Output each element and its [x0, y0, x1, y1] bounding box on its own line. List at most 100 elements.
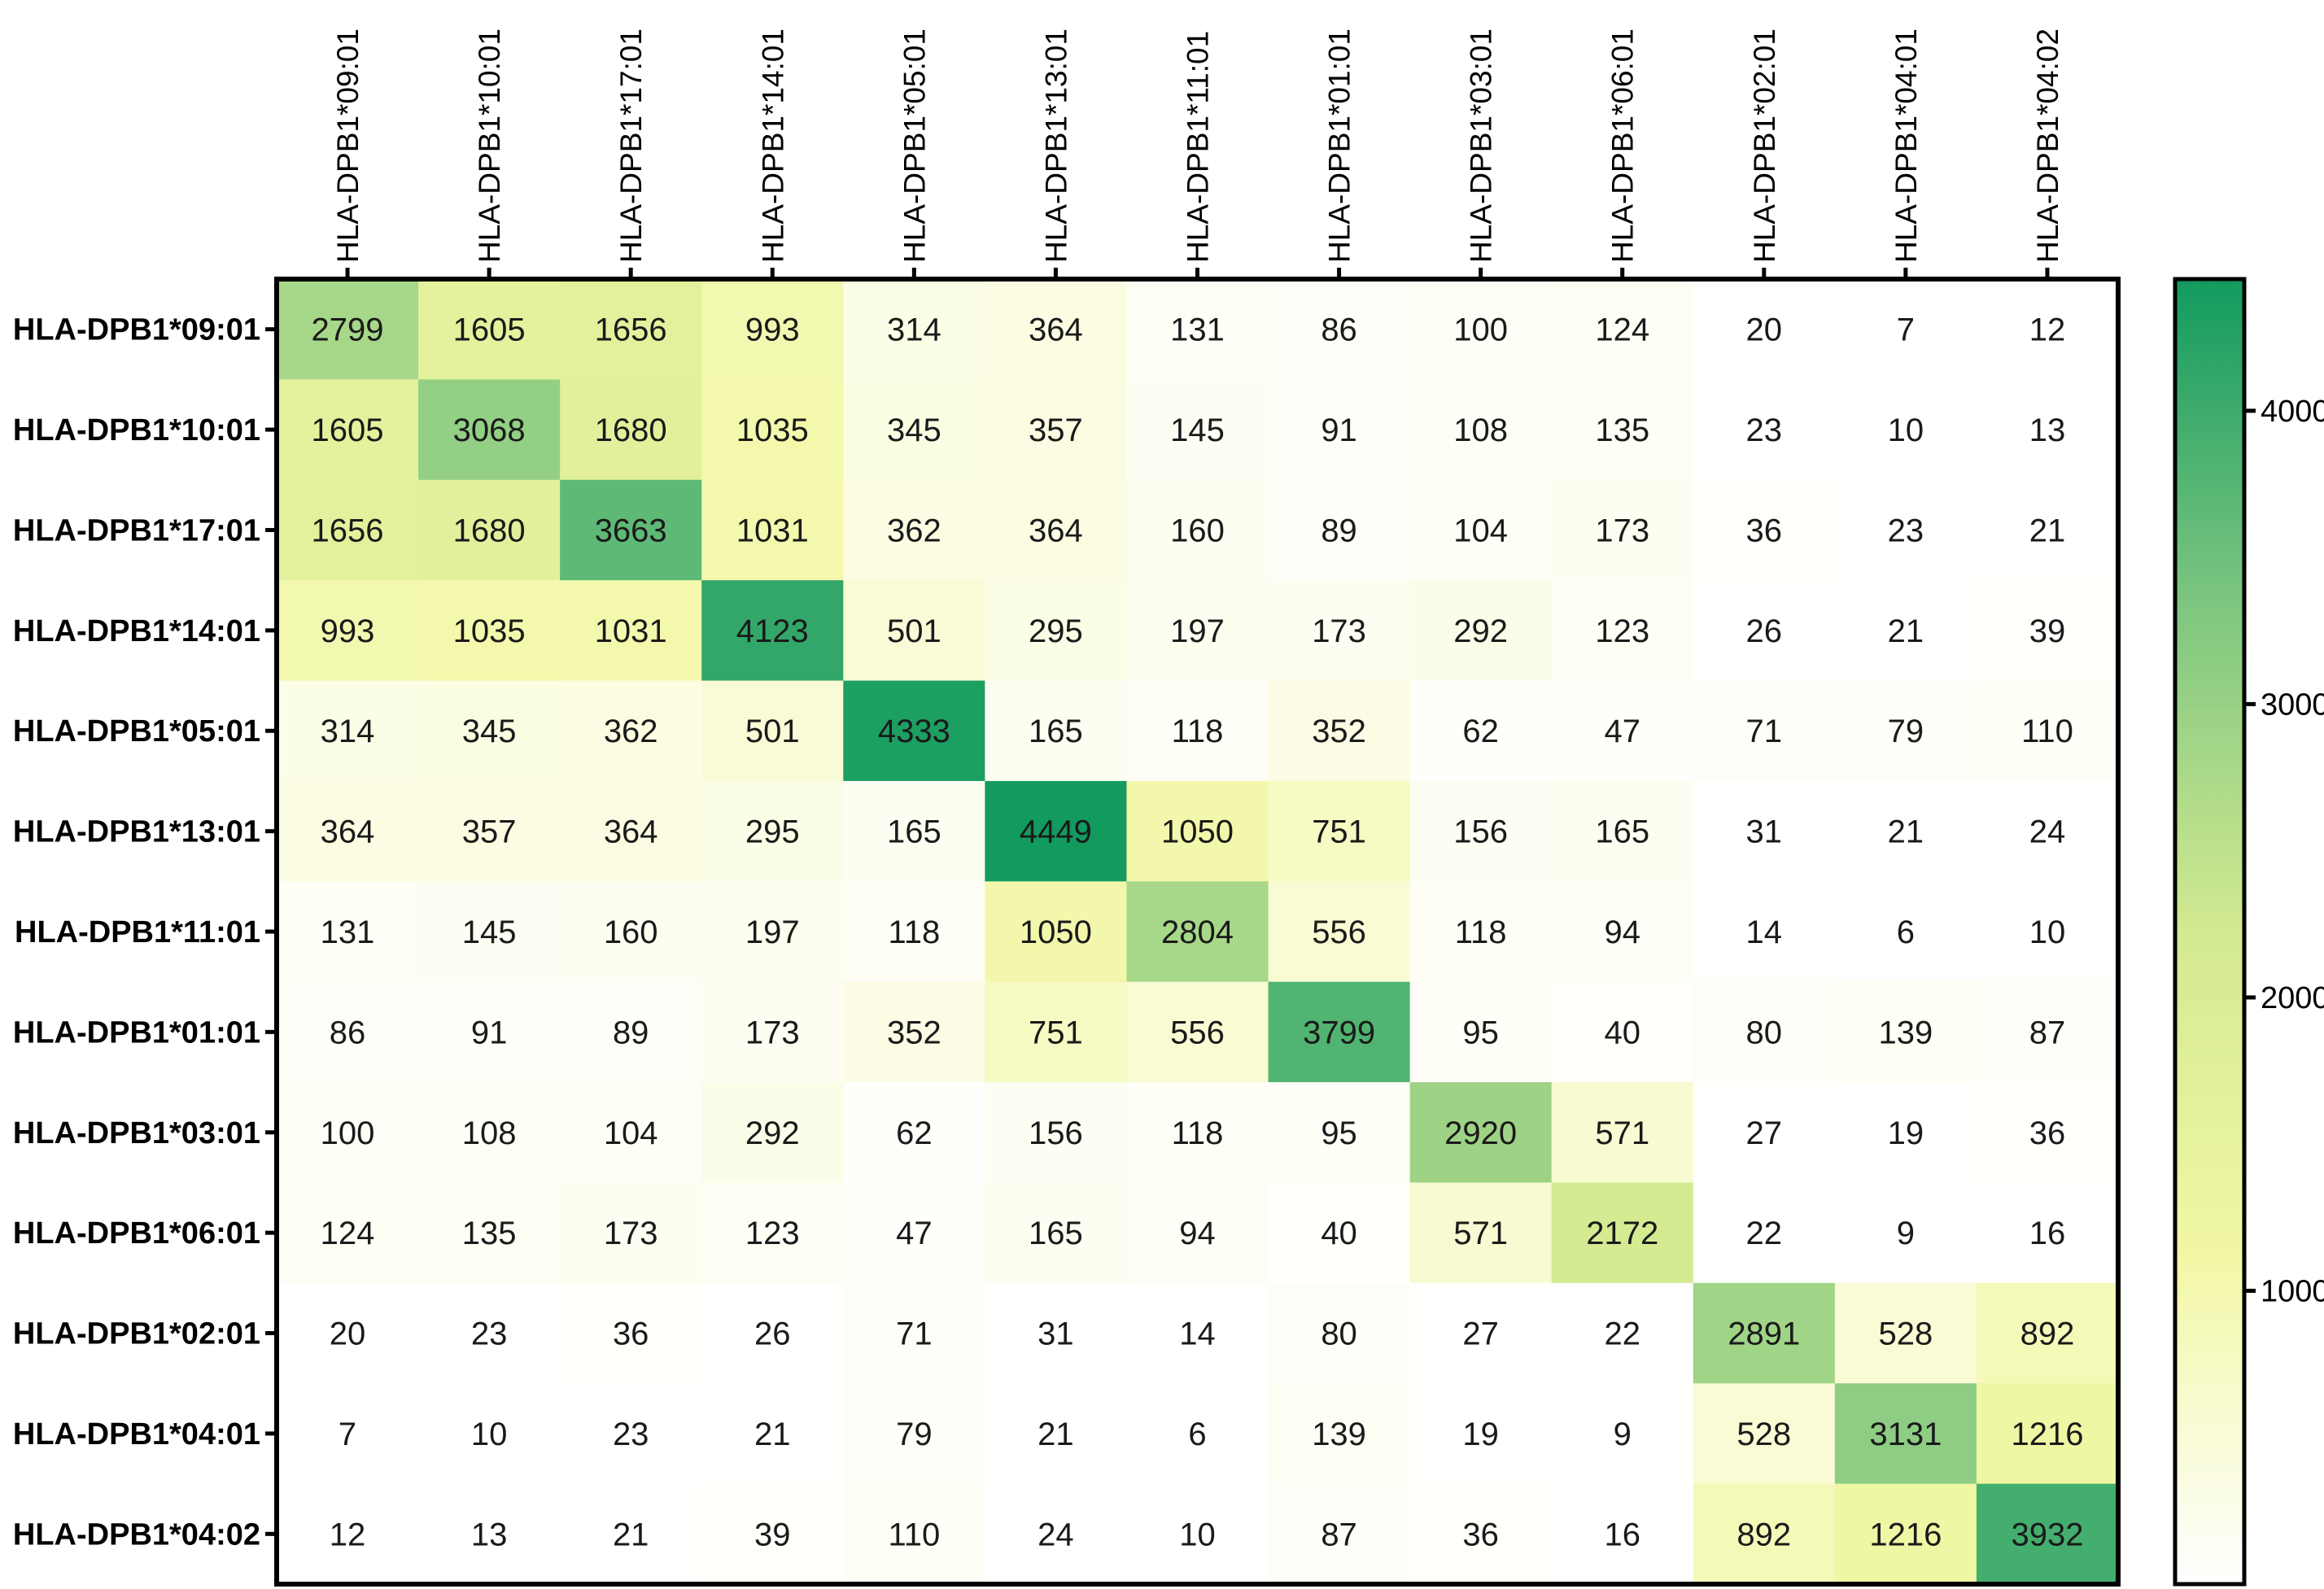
cell-value-label: 118	[888, 915, 940, 950]
cell-value-label: 19	[1888, 1115, 1924, 1151]
column-label: HLA-DPB1*17:01	[614, 28, 648, 263]
cell-value-label: 80	[1321, 1316, 1357, 1352]
column-label: HLA-DPB1*06:01	[1606, 28, 1640, 263]
cell-value-label: 362	[604, 714, 658, 749]
heatmap-cell	[277, 379, 419, 481]
heatmap-cell	[1693, 479, 1836, 581]
heatmap-cell	[418, 981, 561, 1083]
cell-value-label: 139	[1312, 1417, 1366, 1452]
heatmap-cell	[843, 580, 985, 682]
heatmap-cell	[1551, 981, 1694, 1083]
cell-value-label: 1035	[736, 413, 809, 448]
cell-value-label: 556	[1312, 915, 1366, 950]
cell-value-label: 751	[1312, 814, 1366, 850]
cell-value-label: 364	[604, 814, 658, 850]
cell-value-label: 47	[896, 1216, 933, 1251]
cell-value-label: 94	[1604, 915, 1640, 950]
heatmap-cell	[1976, 981, 2119, 1083]
heatmap-cell	[1126, 1483, 1269, 1585]
cell-value-label: 357	[462, 814, 517, 850]
heatmap-cell	[1126, 479, 1269, 581]
heatmap-cells	[277, 279, 2119, 1585]
cell-value-label: 197	[1170, 613, 1225, 649]
cell-value-label: 7	[339, 1417, 356, 1452]
heatmap-cell	[277, 981, 419, 1083]
cell-value-label: 36	[613, 1316, 649, 1352]
heatmap-cell	[560, 1383, 702, 1485]
heatmap-cell	[1409, 981, 1553, 1083]
heatmap-cell	[843, 780, 985, 882]
cell-value-label: 89	[613, 1015, 649, 1050]
heatmap-cell	[418, 379, 561, 481]
heatmap-cell	[418, 1082, 561, 1184]
cell-value-label: 104	[604, 1115, 658, 1151]
cell-value-label: 31	[1038, 1316, 1074, 1352]
cell-value-label: 20	[330, 1316, 366, 1352]
heatmap-cell	[418, 479, 561, 581]
heatmap-cell	[1693, 881, 1836, 983]
heatmap-cell	[1693, 580, 1836, 682]
cell-value-label: 160	[604, 915, 658, 950]
heatmap-cell	[560, 881, 702, 983]
heatmap-cell	[1551, 580, 1694, 682]
heatmap-cell	[560, 1082, 702, 1184]
cell-value-label: 24	[1038, 1517, 1074, 1552]
cell-value-label: 1031	[595, 613, 667, 649]
cell-value-label: 131	[1170, 312, 1225, 348]
column-label: HLA-DPB1*01:01	[1323, 28, 1356, 263]
row-label: HLA-DPB1*09:01	[13, 313, 260, 347]
heatmap-cell	[1834, 1282, 1977, 1384]
cell-value-label: 4333	[878, 714, 950, 749]
cell-value-label: 39	[2029, 613, 2066, 649]
heatmap-cell	[1268, 1082, 1411, 1184]
heatmap-cell	[418, 1182, 561, 1284]
heatmap-cell	[1693, 1182, 1836, 1284]
heatmap-cell	[701, 580, 844, 682]
heatmap-cell	[985, 1383, 1128, 1485]
cell-value-label: 89	[1321, 513, 1357, 548]
cell-value-label: 131	[321, 915, 375, 950]
heatmap-cell	[843, 1383, 985, 1485]
heatmap-cell	[985, 479, 1128, 581]
cell-value-label: 10	[1179, 1517, 1216, 1552]
heatmap-cell	[277, 1182, 419, 1284]
heatmap-cell	[1551, 379, 1694, 481]
heatmap-cell	[1551, 780, 1694, 882]
heatmap-cell	[1976, 780, 2119, 882]
cell-value-label: 145	[462, 915, 517, 950]
cell-value-label: 751	[1029, 1015, 1083, 1050]
cell-value-label: 345	[887, 413, 941, 448]
cell-value-label: 1050	[1161, 814, 1234, 850]
heatmap-cell	[1551, 881, 1694, 983]
cell-value-label: 47	[1604, 714, 1640, 749]
cell-value-label: 19	[1462, 1417, 1499, 1452]
cell-value-label: 993	[745, 312, 800, 348]
heatmap-cell	[1409, 580, 1553, 682]
cell-value-label: 13	[2029, 413, 2066, 448]
heatmap-cell	[1126, 379, 1269, 481]
cell-value-label: 362	[887, 513, 941, 548]
cell-value-label: 501	[887, 613, 941, 649]
heatmap-cell	[560, 1182, 702, 1284]
heatmap-cell	[1126, 881, 1269, 983]
cell-value-label: 10	[2029, 915, 2066, 950]
heatmap-cell	[277, 279, 419, 380]
cell-value-label: 352	[1312, 714, 1366, 749]
heatmap-cell	[1693, 1282, 1836, 1384]
cell-value-label: 352	[887, 1015, 941, 1050]
heatmap-cell	[1834, 981, 1977, 1083]
heatmap-cell	[1409, 1483, 1553, 1585]
cell-value-label: 173	[604, 1216, 658, 1251]
cell-value-labels: 2799 1605 1656 993 314 364 131 86 100 124 20 7 12160…	[312, 312, 2084, 1553]
heatmap-cell	[1409, 1282, 1553, 1384]
cell-value-label: 2920	[1444, 1115, 1517, 1151]
cell-value-label: 36	[2029, 1115, 2066, 1151]
cell-value-label: 892	[1736, 1517, 1791, 1552]
cell-value-label: 1605	[453, 312, 526, 348]
cell-value-label: 165	[1595, 814, 1649, 850]
heatmap-cell	[277, 479, 419, 581]
heatmap-cell	[1551, 279, 1694, 380]
heatmap-cell	[1409, 1383, 1553, 1485]
cell-value-label: 501	[745, 714, 800, 749]
